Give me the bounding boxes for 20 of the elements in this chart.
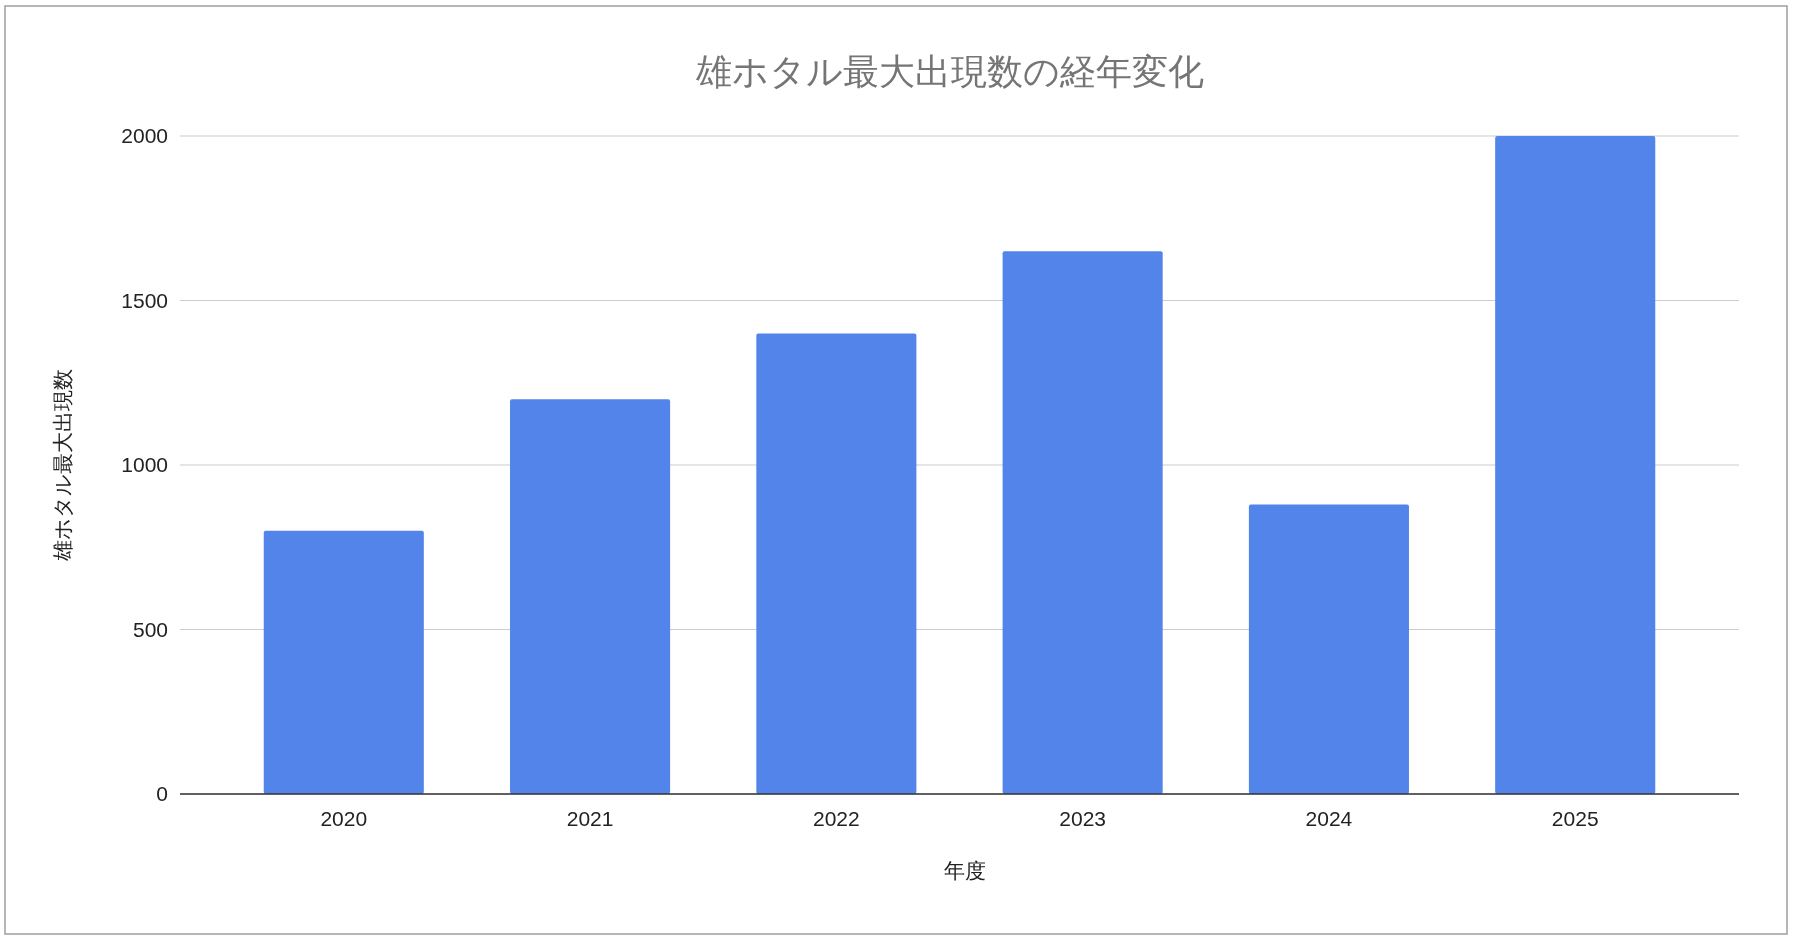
x-tick-label: 2022 [813,807,860,830]
x-axis-title: 年度 [943,859,986,882]
y-tick-label: 2000 [121,124,168,148]
x-tick-label: 2025 [1551,807,1599,830]
y-axis-title: 雄ホタル最大出現数 [51,369,74,562]
bar [756,333,917,794]
bar [1002,251,1163,794]
y-tick-label: 500 [132,617,168,641]
x-tick-label: 2024 [1305,807,1353,830]
y-tick-label: 1000 [121,453,168,477]
x-tick-label: 2020 [320,807,368,830]
x-tick-label: 2023 [1059,807,1106,830]
bar [1248,504,1409,794]
bar [263,530,424,794]
y-tick-label: 0 [156,782,168,806]
bar [510,399,671,794]
chart-title: 雄ホタル最大出現数の経年変化 [694,51,1204,92]
bar [1495,136,1656,794]
x-tick-label: 2021 [566,807,614,830]
y-tick-label: 1500 [121,288,168,312]
